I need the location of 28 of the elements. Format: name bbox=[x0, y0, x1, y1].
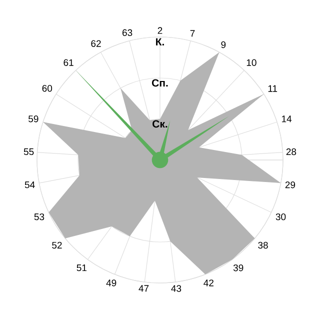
spoke-label: 11 bbox=[268, 85, 278, 92]
spoke-label: 47 bbox=[138, 285, 149, 292]
spoke-label: 39 bbox=[233, 264, 244, 272]
spoke-label: 52 bbox=[52, 242, 62, 249]
spoke-label: 42 bbox=[204, 280, 214, 286]
spoke-label: 29 bbox=[285, 181, 296, 188]
y-tick-label: Сп. bbox=[152, 79, 168, 87]
spoke-label: 61 bbox=[64, 59, 74, 66]
spoke-label: 28 bbox=[286, 148, 296, 156]
spoke-label: 63 bbox=[122, 29, 132, 36]
spoke-label: 2 bbox=[158, 27, 162, 34]
y-tick-label: Ск. bbox=[152, 120, 168, 128]
spoke-label: 62 bbox=[91, 40, 101, 47]
y-tick-label: К. bbox=[156, 38, 164, 46]
spoke-label: 55 bbox=[24, 148, 34, 156]
spoke-label: 14 bbox=[282, 116, 292, 122]
spoke-label: 7 bbox=[190, 30, 195, 37]
spoke-label: 10 bbox=[246, 59, 256, 66]
spoke-label: 9 bbox=[221, 41, 226, 48]
spoke-label: 54 bbox=[24, 182, 35, 188]
spoke-label: 53 bbox=[34, 213, 44, 220]
spoke-label: 51 bbox=[76, 264, 86, 272]
spoke-label: 30 bbox=[276, 213, 286, 220]
spoke-label: 60 bbox=[42, 85, 52, 92]
spoke-label: 59 bbox=[28, 116, 38, 122]
spoke-label: 43 bbox=[171, 285, 182, 292]
spoke-label: 38 bbox=[258, 242, 268, 249]
spoke-label: 49 bbox=[106, 280, 116, 286]
